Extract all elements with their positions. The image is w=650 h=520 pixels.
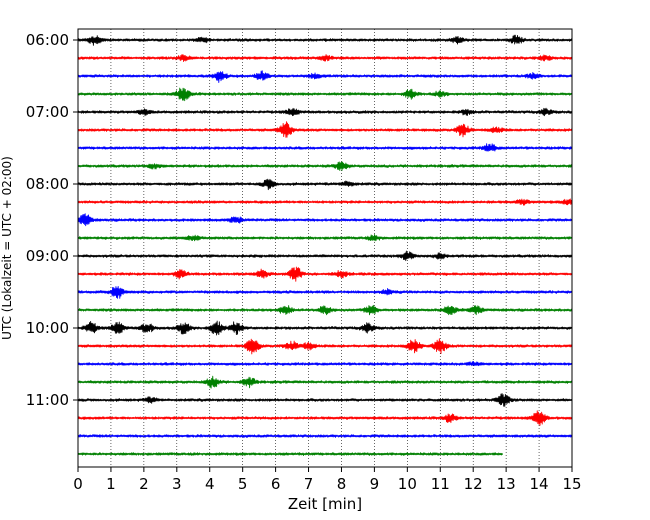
y-axis-label: UTC (Lokalzeit = UTC + 02:00) <box>0 156 14 340</box>
x-tick-label: 8 <box>337 475 347 493</box>
trace-0630 <box>77 70 573 83</box>
trace-0700 <box>77 107 573 117</box>
trace-0615 <box>77 54 573 62</box>
x-axis-ticks: 0 1 2 3 4 5 6 7 8 9 10 11 12 13 14 15 <box>73 467 582 493</box>
trace-0845 <box>77 234 573 242</box>
x-tick-label: 12 <box>464 475 483 493</box>
trace-0930 <box>77 286 573 299</box>
y-axis-ticks: 06:00 07:00 08:00 09:00 10:00 11:00 <box>26 31 78 409</box>
plot-frame <box>77 28 573 468</box>
trace-1130 <box>77 434 573 438</box>
x-tick-label: 14 <box>530 475 549 493</box>
x-axis-label: Zeit [min] <box>288 495 362 513</box>
trace-0815 <box>77 198 573 206</box>
trace-1030 <box>77 361 573 367</box>
trace-1015 <box>77 338 573 355</box>
trace-0915 <box>77 266 573 282</box>
trace-0800 <box>77 178 573 191</box>
trace-0715 <box>77 121 573 138</box>
trace-0645 <box>77 87 573 102</box>
trace-1145 <box>77 452 504 456</box>
y-tick-label: 11:00 <box>26 391 69 409</box>
y-tick-label: 06:00 <box>26 31 69 49</box>
y-tick-label: 08:00 <box>26 175 69 193</box>
x-tick-label: 4 <box>205 475 215 493</box>
grid-lines <box>110 29 540 467</box>
trace-0900 <box>77 250 573 262</box>
trace-0745 <box>77 161 573 171</box>
y-tick-label: 09:00 <box>26 247 69 265</box>
trace-0600 <box>77 34 573 46</box>
x-tick-label: 7 <box>304 475 314 493</box>
x-tick-label: 5 <box>238 475 248 493</box>
trace-1000 <box>77 320 573 336</box>
trace-rows <box>77 34 573 456</box>
x-tick-label: 9 <box>370 475 380 493</box>
y-tick-label: 10:00 <box>26 319 69 337</box>
trace-1115 <box>77 410 573 426</box>
x-tick-label: 0 <box>73 475 83 493</box>
x-tick-label: 13 <box>497 475 516 493</box>
x-tick-label: 2 <box>139 475 149 493</box>
trace-0945 <box>77 304 573 316</box>
trace-1045 <box>77 375 573 389</box>
x-tick-label: 6 <box>271 475 281 493</box>
x-tick-label: 15 <box>562 475 581 493</box>
trace-0830 <box>77 213 573 227</box>
x-tick-label: 1 <box>106 475 116 493</box>
y-tick-label: 07:00 <box>26 103 69 121</box>
trace-0730 <box>77 143 573 152</box>
trace-1100 <box>77 393 573 407</box>
x-tick-label: 10 <box>398 475 417 493</box>
x-tick-label: 11 <box>431 475 450 493</box>
x-tick-label: 3 <box>172 475 182 493</box>
